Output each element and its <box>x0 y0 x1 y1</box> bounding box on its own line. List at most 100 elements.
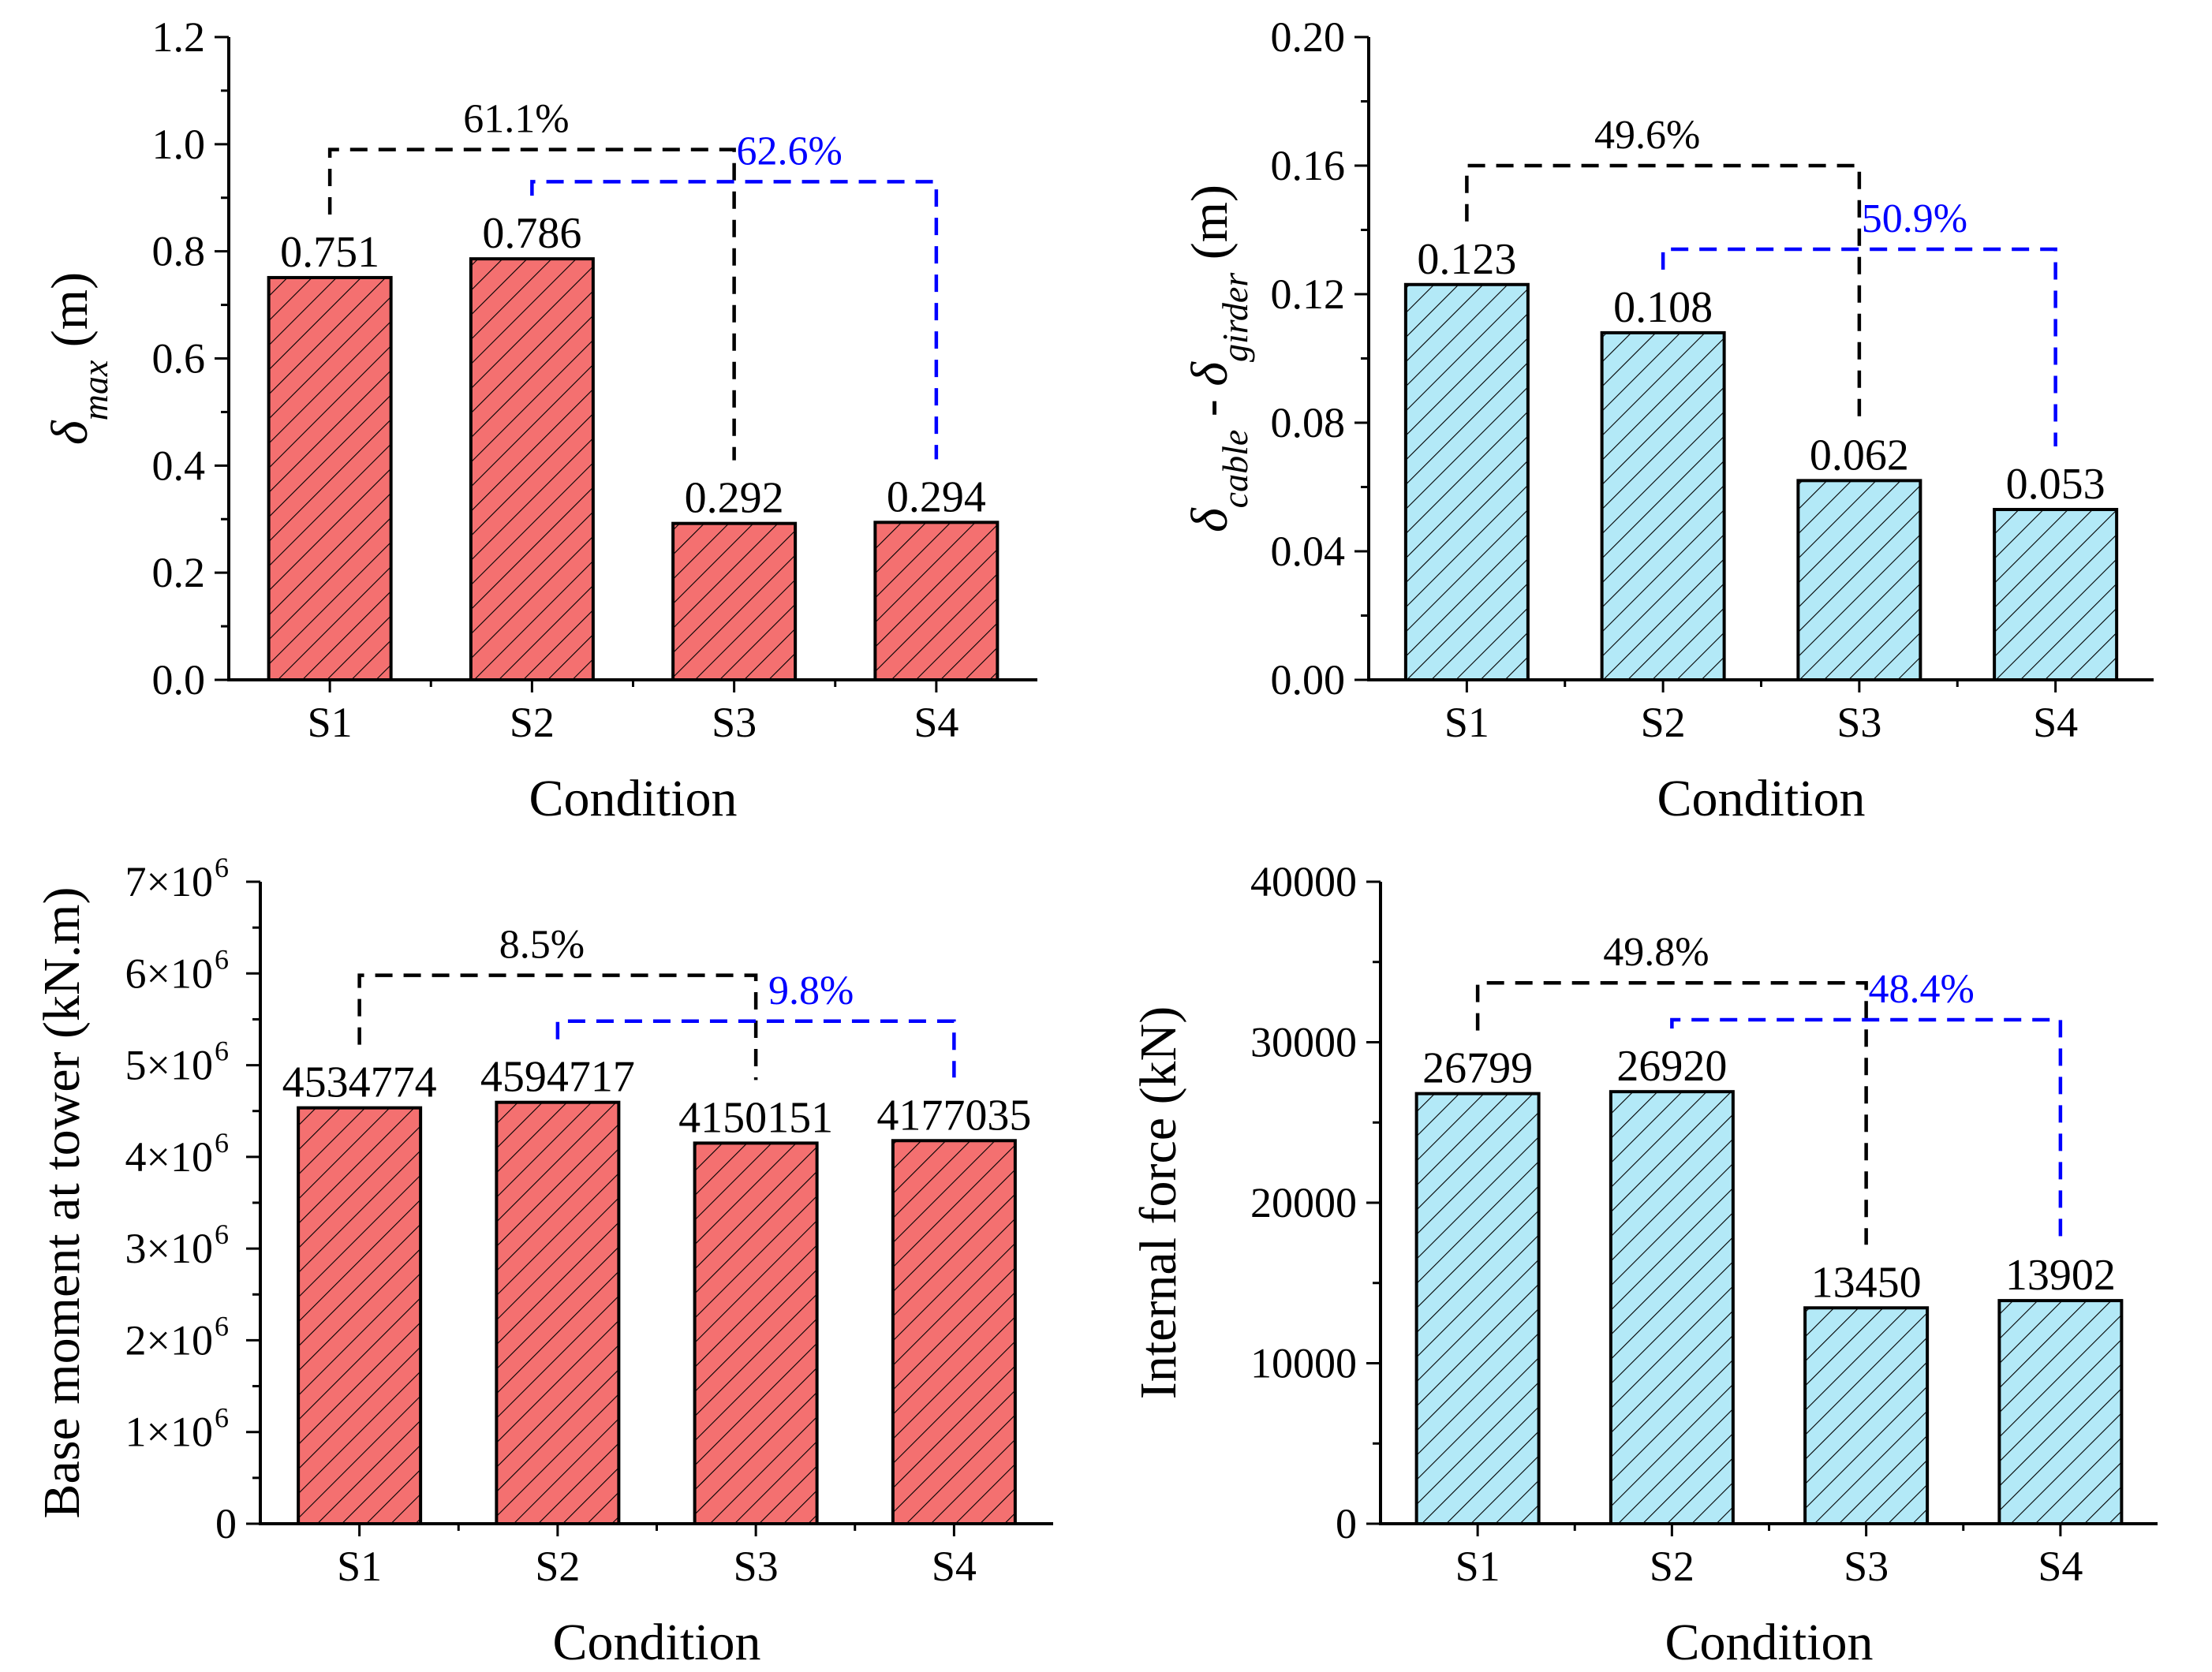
y-tick-label: 0 <box>215 1500 237 1547</box>
x-axis-title: Condition <box>1657 770 1865 827</box>
y-tick-exponent: 6 <box>215 1036 229 1067</box>
bar-value-label: 0.108 <box>1613 283 1713 332</box>
y-tick-label: 6×10 <box>125 950 213 997</box>
y-tick-label: 0.2 <box>152 549 206 596</box>
x-tick-label: S3 <box>1836 699 1881 746</box>
bar-hatch-s4 <box>1993 508 2119 682</box>
reduction-bracket <box>555 1019 956 1078</box>
reduction-bracket <box>327 147 736 461</box>
x-tick-label: S2 <box>535 1543 580 1590</box>
x-tick-label: S2 <box>1650 1543 1694 1590</box>
reduction-percent-label: 8.5% <box>499 923 585 968</box>
y-tick-label: 0.6 <box>152 335 206 383</box>
y-tick-label: 0.8 <box>152 228 206 275</box>
y-tick-label: 1.2 <box>152 13 206 61</box>
y-tick-label: 1.0 <box>152 121 206 168</box>
bar-value-label: 13902 <box>2005 1251 2116 1300</box>
x-tick-label: S1 <box>308 699 353 746</box>
bar-value-label: 0.751 <box>280 228 379 277</box>
bar-value-label: 4150151 <box>678 1093 833 1142</box>
bar-hatch-s4 <box>1997 1299 2124 1526</box>
bar-hatch-s3 <box>671 521 798 682</box>
y-tick-label: 40000 <box>1250 858 1357 905</box>
bar-value-label: 4594717 <box>480 1053 635 1102</box>
y-axis-title: δmax (m) <box>41 272 115 445</box>
bar-hatch-s1 <box>267 275 393 681</box>
x-tick-label: S3 <box>712 699 757 746</box>
y-tick-label: 0.4 <box>152 442 206 489</box>
y-axis-title: δcable - δgirder (m) <box>1181 185 1255 532</box>
y-axis-title: Base moment at tower (kN.m) <box>33 887 91 1519</box>
reduction-percent-label: 49.6% <box>1594 113 1700 158</box>
bar-value-label: 0.062 <box>1810 431 1909 480</box>
x-tick-label: S4 <box>2038 1543 2083 1590</box>
x-tick-label: S4 <box>932 1543 977 1590</box>
y-tick-label: 0.12 <box>1271 271 1346 318</box>
reduction-percent-label: 61.1% <box>463 97 569 142</box>
y-tick-label: 0.04 <box>1271 528 1346 575</box>
x-tick-label: S1 <box>1444 699 1489 746</box>
y-tick-label: 0.20 <box>1271 13 1346 61</box>
y-tick-label: 3×10 <box>125 1225 213 1272</box>
reduction-bracket <box>1661 247 2057 447</box>
x-tick-label: S2 <box>1641 699 1686 746</box>
bar-value-label: 26799 <box>1422 1044 1533 1093</box>
bar-hatch-s3 <box>1803 1306 1930 1525</box>
bar-hatch-s1 <box>1414 1092 1541 1526</box>
y-tick-label: 5×10 <box>125 1042 213 1089</box>
y-tick-label: 7×10 <box>125 858 213 905</box>
reduction-bracket <box>357 973 758 1080</box>
y-tick-label: 0.00 <box>1271 656 1346 704</box>
x-tick-label: S3 <box>1844 1543 1889 1590</box>
y-tick-exponent: 6 <box>215 1402 229 1434</box>
reduction-percent-label: 49.8% <box>1603 930 1709 975</box>
bar-value-label: 0.123 <box>1417 235 1516 284</box>
reduction-bracket <box>1475 980 1868 1245</box>
chart-internal-force: 26799 26920 13450 13902 0 10000 20000 30000 4000… <box>1130 858 2158 1671</box>
x-tick-label: S1 <box>337 1543 382 1590</box>
x-tick-label: S4 <box>2033 699 2078 746</box>
reduction-percent-label: 48.4% <box>1868 967 1974 1012</box>
y-tick-label: 0.08 <box>1271 399 1346 446</box>
y-tick-label: 20000 <box>1250 1179 1357 1226</box>
reduction-bracket <box>1670 1017 2063 1238</box>
reduction-percent-label: 50.9% <box>1862 196 1967 241</box>
y-axis-title: Internal force (kN) <box>1130 1006 1187 1399</box>
y-tick-label: 30000 <box>1250 1019 1357 1066</box>
bar-hatch-s4 <box>873 521 1000 682</box>
y-tick-exponent: 6 <box>215 852 229 883</box>
x-tick-label: S2 <box>510 699 555 746</box>
bar-hatch-s2 <box>469 257 595 681</box>
bar-value-label: 13450 <box>1811 1258 1922 1307</box>
y-tick-exponent: 6 <box>215 1310 229 1342</box>
bar-value-label: 0.292 <box>685 474 784 523</box>
y-tick-label: 0.0 <box>152 656 206 704</box>
y-tick-label: 1×10 <box>125 1409 213 1456</box>
y-tick-label: 10000 <box>1250 1340 1357 1387</box>
chart-relative-deflection: 0.123 0.108 0.062 0.053 0.00 0.04 0.08 0.12 0.16… <box>1181 13 2154 827</box>
x-tick-label: S1 <box>1455 1543 1500 1590</box>
reduction-bracket <box>1465 163 1862 418</box>
chart-max-deflection: 0.751 0.786 0.292 0.294 0.0 0.2 0.4 0.6 0.8 1.0 1.… <box>41 13 1037 827</box>
bar-hatch-s3 <box>1796 479 1922 681</box>
y-tick-label: 4×10 <box>125 1133 213 1181</box>
bar-hatch-s2 <box>1600 330 1726 681</box>
bar-hatch-s3 <box>693 1141 819 1525</box>
reduction-bracket <box>530 180 939 460</box>
x-axis-title: Condition <box>529 770 737 827</box>
reduction-percent-label: 9.8% <box>768 968 854 1013</box>
x-axis-title: Condition <box>1665 1614 1873 1671</box>
bar-value-label: 0.053 <box>2006 460 2106 509</box>
reduction-percent-label: 62.6% <box>736 129 842 174</box>
y-tick-exponent: 6 <box>215 1127 229 1159</box>
x-tick-label: S4 <box>914 699 958 746</box>
bar-value-label: 26920 <box>1616 1042 1727 1091</box>
bar-hatch-s1 <box>1403 282 1530 681</box>
y-tick-exponent: 6 <box>215 943 229 975</box>
bar-value-label: 0.294 <box>887 472 986 521</box>
x-tick-label: S3 <box>734 1543 779 1590</box>
bar-hatch-s2 <box>495 1100 621 1525</box>
y-tick-exponent: 6 <box>215 1219 229 1250</box>
y-tick-label: 2×10 <box>125 1316 213 1364</box>
